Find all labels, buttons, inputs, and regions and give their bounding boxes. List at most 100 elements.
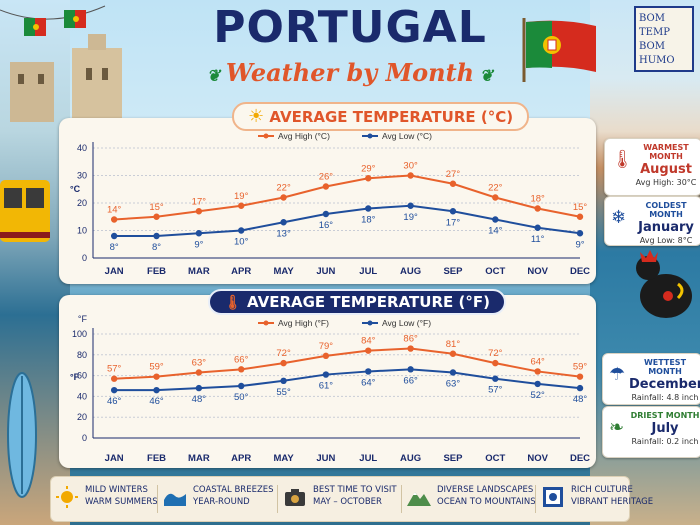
fahrenheit-chart-card	[59, 295, 596, 468]
data-label: 46°	[149, 396, 164, 407]
data-label: 9°	[194, 239, 203, 250]
data-point	[492, 216, 499, 223]
data-label: 50°	[234, 392, 249, 403]
data-point	[322, 183, 330, 190]
data-label: 18°	[361, 215, 376, 226]
data-label: 57°	[488, 385, 503, 396]
data-label: 15°	[149, 202, 164, 213]
y-tick-label: 40	[77, 391, 87, 401]
mountain-icon	[407, 492, 431, 506]
y-tick-label: 40	[77, 143, 87, 153]
feature-line2: OCEAN TO MOUNTAINS	[437, 497, 536, 507]
data-label: 64°	[530, 356, 545, 367]
data-label: 22°	[488, 183, 503, 194]
series-line	[114, 368, 581, 392]
data-point	[492, 359, 499, 367]
data-point	[238, 227, 245, 234]
celsius-chart-title: ☀ AVERAGE TEMPERATURE (°C)	[232, 102, 530, 131]
legend-label: Avg High (°C)	[278, 131, 330, 141]
data-label: 48°	[573, 394, 588, 405]
data-label: 46°	[107, 396, 122, 407]
data-point	[534, 224, 541, 231]
data-point	[322, 371, 330, 378]
data-label: 18°	[530, 194, 545, 205]
sun-icon	[56, 486, 78, 508]
x-tick-label: SEP	[443, 453, 463, 464]
data-label: 52°	[530, 390, 545, 401]
warmest-value: August	[640, 162, 692, 177]
divider	[157, 485, 158, 513]
y-tick-label: 20	[77, 412, 87, 422]
x-tick-label: DEC	[570, 266, 590, 277]
legend-marker	[263, 133, 269, 139]
data-label: 72°	[276, 348, 291, 359]
celsius-chart-title-text: AVERAGE TEMPERATURE (°C)	[269, 108, 514, 126]
y-tick-label: 10	[77, 226, 87, 236]
feature-line1: DIVERSE LANDSCAPES	[437, 485, 534, 495]
portugal-flag-icon	[522, 18, 596, 82]
legend-label: Avg Low (°C)	[382, 131, 432, 141]
data-point	[153, 373, 160, 380]
data-label: 57°	[107, 364, 122, 375]
data-point	[534, 368, 541, 375]
data-point	[365, 347, 372, 354]
data-label: 9°	[575, 239, 584, 250]
data-point	[576, 384, 584, 392]
data-label: 22°	[276, 183, 291, 194]
data-label: 81°	[446, 339, 461, 350]
x-tick-label: APR	[231, 453, 251, 464]
fahrenheit-chart-title: 🌡 AVERAGE TEMPERATURE (°F)	[208, 289, 506, 315]
sun-icon: ☀	[248, 106, 265, 127]
data-point	[195, 230, 203, 237]
x-tick-label: JUL	[359, 266, 377, 277]
x-tick-label: MAY	[273, 266, 294, 277]
y-tick-label: 30	[77, 171, 87, 181]
fahrenheit-chart: 0 20 40 60 80 100 °F °F JAN FEB MAR APR MAY JUN JUL AUG…	[70, 314, 590, 464]
x-tick-label: OCT	[485, 266, 505, 277]
data-label: 84°	[361, 336, 376, 347]
feature-line2: WARM SUMMERS	[85, 497, 158, 507]
x-tick-label: MAR	[188, 453, 210, 464]
data-point	[195, 384, 203, 392]
warmest-head: WARMEST MONTH	[643, 143, 689, 161]
wettest-head: WETTEST MONTH	[643, 358, 687, 376]
feature-line1: BEST TIME TO VISIT	[313, 485, 397, 495]
y-axis-label: °F	[70, 372, 80, 382]
data-point	[153, 386, 160, 394]
y-tick-label: 0	[82, 433, 87, 443]
x-tick-label: JAN	[105, 266, 124, 277]
coldest-head: COLDEST MONTH	[645, 201, 687, 219]
x-tick-label: MAR	[188, 266, 210, 277]
x-tick-label: FEB	[147, 453, 166, 464]
data-point	[238, 382, 245, 390]
data-label: 48°	[192, 394, 207, 405]
data-point	[110, 216, 118, 223]
data-point	[195, 208, 203, 215]
x-tick-label: NOV	[527, 266, 548, 277]
data-label: 16°	[319, 220, 334, 231]
surfboard-icon	[7, 372, 37, 498]
wave-icon	[164, 493, 186, 506]
data-label: 79°	[319, 341, 334, 352]
data-point	[449, 180, 457, 187]
x-tick-label: APR	[231, 266, 251, 277]
coldest-sub: Avg Low: 8°C	[639, 236, 693, 245]
feature-line1: COASTAL BREEZES	[193, 485, 274, 495]
data-point	[407, 172, 414, 179]
tram-icon	[0, 180, 50, 242]
fahrenheit-chart-title-text: AVERAGE TEMPERATURE (°F)	[247, 293, 490, 311]
data-label: 15°	[573, 202, 588, 213]
data-point	[322, 210, 330, 218]
data-point	[576, 373, 584, 380]
data-label: 10°	[234, 237, 249, 248]
coldest-value: January	[638, 220, 694, 235]
page-subtitle-text: Weather by Month	[225, 58, 475, 87]
y-tick-label: 100	[72, 329, 87, 339]
series-line	[114, 204, 581, 237]
legend-label: Avg High (°F)	[278, 318, 329, 328]
x-tick-label: JAN	[105, 453, 124, 464]
data-point	[110, 232, 118, 240]
leaf-icon: ❧	[609, 417, 625, 438]
data-point	[576, 213, 584, 220]
